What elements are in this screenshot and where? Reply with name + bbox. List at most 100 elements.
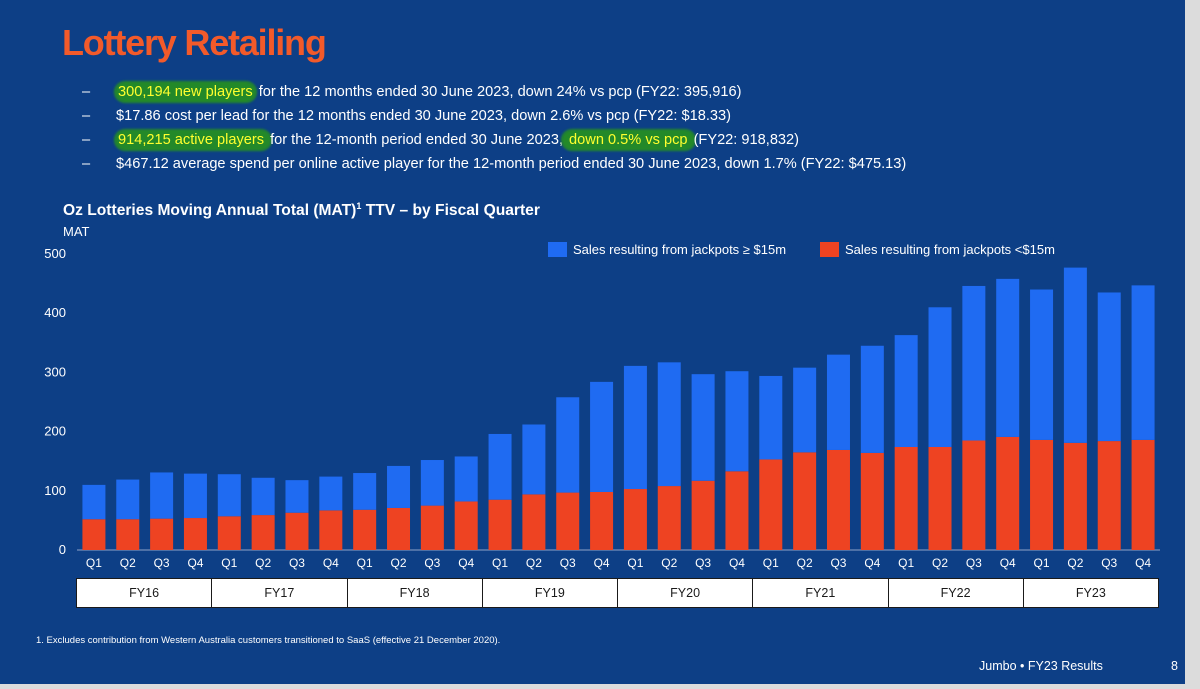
bar-segment-low-jackpot: [217, 516, 241, 550]
x-tick-label: Q2: [120, 556, 136, 570]
x-tick-label: Q3: [830, 556, 846, 570]
bar-segment-high-jackpot: [183, 473, 207, 519]
x-tick-label: Q3: [154, 556, 170, 570]
highlight-active-players: 914,215 active players: [116, 131, 271, 149]
x-tick-label: Q3: [966, 556, 982, 570]
bullet-text: for the 12 months ended 30 June 2023, do…: [254, 84, 742, 100]
bar-segment-high-jackpot: [319, 476, 343, 511]
highlight-new-players: 300,194 new players: [116, 83, 255, 101]
page-number: 8: [1171, 659, 1178, 673]
bar-segment-high-jackpot: [759, 375, 783, 460]
stacked-bar-chart: 0 100 200 300 400 500 Q1 Q2 Q3 Q4 Q1 Q2 Q3 Q4 Q1 Q2 Q3 Q4…: [44, 246, 1160, 570]
legend-swatch-high: [548, 241, 567, 257]
y-axis-label: MAT: [63, 224, 90, 239]
bar-segment-high-jackpot: [928, 307, 952, 447]
bar-segment-high-jackpot: [1030, 289, 1054, 440]
x-tick-label: Q2: [255, 556, 271, 570]
legend-item-low: Sales resulting from jackpots <$15m: [820, 240, 1055, 258]
fiscal-year-cell: FY16: [77, 579, 213, 607]
footnote-marker: 1: [356, 201, 362, 211]
bar-segment-high-jackpot: [691, 374, 715, 481]
x-tick-label: Q4: [458, 556, 474, 570]
bar-segment-low-jackpot: [657, 486, 681, 550]
x-tick-label: Q2: [391, 556, 407, 570]
bar-segment-high-jackpot: [522, 424, 546, 495]
fiscal-year-cell: FY20: [618, 579, 754, 607]
bar-segment-high-jackpot: [285, 480, 309, 513]
bar-segment-low-jackpot: [522, 494, 546, 550]
bar-segment-low-jackpot: [725, 471, 749, 550]
bar-segment-low-jackpot: [996, 436, 1020, 550]
bar-segment-high-jackpot: [488, 433, 512, 500]
slide-title: Lottery Retailing: [62, 22, 327, 63]
bullet-dash: –: [82, 132, 91, 148]
bullet-text: $17.86 cost per lead for the 12 months e…: [116, 108, 731, 124]
bar-segment-low-jackpot: [826, 449, 850, 550]
x-tick-label: Q4: [323, 556, 339, 570]
fiscal-year-cell: FY17: [212, 579, 348, 607]
legend-item-high: Sales resulting from jackpots ≥ $15m: [548, 240, 786, 258]
x-tick-label: Q3: [1101, 556, 1117, 570]
x-tick-label: Q4: [1135, 556, 1151, 570]
bar-segment-low-jackpot: [285, 512, 309, 550]
bar-segment-high-jackpot: [623, 365, 647, 490]
y-tick-label: 300: [44, 364, 66, 379]
bullet-text: for the 12-month period ended 30 June 20…: [270, 132, 563, 148]
bar-segment-low-jackpot: [353, 509, 377, 550]
bar-segment-low-jackpot: [962, 440, 986, 550]
bar-segment-high-jackpot: [996, 278, 1020, 437]
bar-segment-low-jackpot: [928, 446, 952, 550]
bar-segment-high-jackpot: [826, 354, 850, 450]
x-tick-label: Q1: [898, 556, 914, 570]
bar-segment-high-jackpot: [251, 477, 275, 516]
fiscal-year-cell: FY18: [348, 579, 483, 607]
y-tick-label: 400: [44, 305, 66, 320]
x-tick-label: Q2: [797, 556, 813, 570]
legend-swatch-low: [820, 241, 839, 257]
bar-segment-low-jackpot: [623, 489, 647, 550]
bar-segment-low-jackpot: [387, 507, 411, 550]
bar-segment-high-jackpot: [556, 397, 580, 493]
x-tick-label: Q4: [594, 556, 610, 570]
x-tick-label: Q1: [86, 556, 102, 570]
bar-segment-low-jackpot: [251, 515, 275, 550]
y-tick-label: 500: [44, 246, 66, 261]
fiscal-year-cell: FY21: [753, 579, 889, 607]
bar-segment-high-jackpot: [420, 460, 444, 506]
bar-segment-low-jackpot: [183, 518, 207, 550]
bar-segment-high-jackpot: [387, 465, 411, 508]
bullet-dash: –: [82, 84, 91, 100]
bar-segment-high-jackpot: [116, 479, 140, 520]
chart-title: Oz Lotteries Moving Annual Total (MAT)1 …: [63, 201, 540, 220]
bar-segment-high-jackpot: [353, 473, 377, 510]
bullet-dash: –: [82, 156, 91, 172]
bar-segment-low-jackpot: [894, 446, 918, 550]
fiscal-year-cell: FY19: [483, 579, 618, 607]
bar-segment-low-jackpot: [82, 519, 106, 550]
bar-segment-high-jackpot: [860, 345, 884, 453]
bar-segment-low-jackpot: [1030, 439, 1054, 550]
bar-segment-low-jackpot: [116, 519, 140, 550]
x-tick-label: Q2: [526, 556, 542, 570]
bar-segment-low-jackpot: [150, 518, 174, 550]
bar-segment-high-jackpot: [1131, 285, 1155, 440]
bar-segment-high-jackpot: [1063, 267, 1087, 443]
bar-segment-low-jackpot: [454, 501, 478, 550]
y-tick-label: 100: [44, 483, 66, 498]
x-tick-label: Q3: [289, 556, 305, 570]
bar-segment-low-jackpot: [691, 480, 715, 550]
x-tick-label: Q1: [492, 556, 508, 570]
x-tick-label: Q1: [627, 556, 643, 570]
x-tick-label: Q2: [932, 556, 948, 570]
bullet-text: (FY22: 918,832): [693, 132, 800, 148]
fiscal-year-table: FY16 FY17 FY18 FY19 FY20 FY21 FY22 FY23: [76, 578, 1159, 608]
bullet-dash: –: [82, 108, 91, 124]
bar-segment-low-jackpot: [1097, 441, 1121, 550]
legend-label-high: Sales resulting from jackpots ≥ $15m: [573, 241, 787, 257]
bar-segment-high-jackpot: [1097, 292, 1121, 442]
bar-segment-low-jackpot: [556, 492, 580, 550]
bar-segment-high-jackpot: [657, 362, 681, 487]
bar-segment-high-jackpot: [793, 367, 817, 453]
bar-segment-high-jackpot: [962, 285, 986, 441]
